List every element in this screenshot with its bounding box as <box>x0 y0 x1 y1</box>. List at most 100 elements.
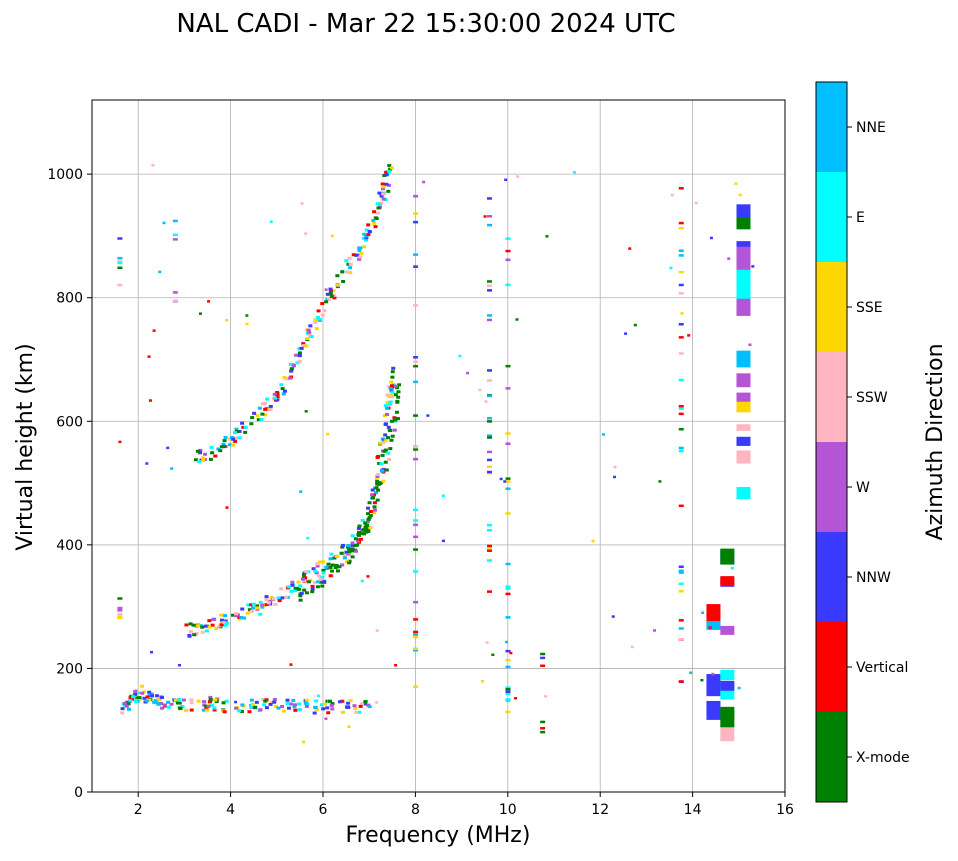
echo-point <box>466 371 470 375</box>
echo-point <box>320 302 325 306</box>
echo-point <box>504 640 508 644</box>
echo-point <box>118 440 122 444</box>
echo-point <box>678 270 684 274</box>
echo-point <box>505 658 511 662</box>
echo-point <box>120 711 125 715</box>
echo-point <box>709 236 713 240</box>
echo-point <box>232 431 237 435</box>
echo-point <box>382 414 387 418</box>
echo-point <box>368 510 373 514</box>
echo-point <box>540 727 546 730</box>
echo-point <box>375 498 380 502</box>
echo-point <box>291 363 296 367</box>
echo-point <box>322 309 327 313</box>
echo-point <box>166 446 170 450</box>
echo-point <box>221 701 226 705</box>
echo-point <box>240 421 245 425</box>
echo-point <box>364 530 369 534</box>
plot-frame <box>91 99 786 793</box>
echo-point <box>321 568 326 572</box>
echo-point <box>678 254 684 257</box>
echo-point <box>198 450 203 454</box>
echo-point <box>207 625 212 629</box>
echo-point <box>378 481 383 485</box>
echo-point <box>245 611 250 615</box>
echo-point <box>340 545 345 549</box>
echo-point <box>159 702 164 706</box>
echo-point <box>223 614 228 618</box>
echo-point <box>487 544 493 548</box>
echo-point <box>249 609 254 613</box>
echo-point <box>313 320 318 324</box>
echo-point <box>221 442 226 446</box>
echo-point <box>133 700 138 704</box>
echo-point <box>260 402 265 406</box>
echo-point <box>258 708 263 712</box>
echo-point <box>273 704 278 708</box>
echo-point <box>487 223 493 227</box>
echo-point <box>149 692 154 696</box>
echo-point <box>301 577 306 581</box>
echo-point <box>540 652 546 656</box>
echo-point <box>315 316 320 320</box>
echo-point <box>505 237 511 240</box>
echo-point <box>505 283 511 287</box>
colorbar: X-mode Vertical NNW W SSW SSE E NNE <box>815 81 910 803</box>
echo-point <box>273 602 278 606</box>
echo-point <box>363 525 368 529</box>
echo-point <box>377 203 382 207</box>
echo-point <box>413 414 419 417</box>
echo-point <box>340 563 345 567</box>
echo-point <box>372 210 377 214</box>
echo-point <box>130 697 135 701</box>
colorbar-tick-label: SSW <box>856 390 888 406</box>
echo-point <box>188 630 193 634</box>
echo-point <box>380 182 385 186</box>
echo-point <box>335 569 340 573</box>
echo-point <box>360 702 365 706</box>
echo-point <box>180 705 185 709</box>
echo-point <box>292 705 297 709</box>
echo-point <box>487 434 493 437</box>
echo-point <box>329 704 334 708</box>
echo-point <box>302 588 307 592</box>
echo-point <box>505 258 511 262</box>
echo-point <box>669 266 673 270</box>
echo-point <box>357 524 362 528</box>
echo-point <box>291 698 296 702</box>
echo-point <box>299 591 304 595</box>
echo-point <box>315 564 320 568</box>
echo-point <box>218 449 223 453</box>
echo-point <box>172 238 178 241</box>
echo-point <box>145 695 150 699</box>
echo-point <box>720 724 735 742</box>
echo-point <box>335 274 340 278</box>
echo-point <box>147 690 152 694</box>
echo-point <box>331 289 336 293</box>
echo-point <box>222 620 227 624</box>
echo-point <box>678 412 684 416</box>
echo-point <box>250 416 255 420</box>
echo-point <box>368 514 373 518</box>
echo-point <box>324 717 328 720</box>
echo-point <box>237 709 242 713</box>
echo-point <box>264 595 269 599</box>
echo-point <box>281 709 286 713</box>
echo-point <box>201 700 206 704</box>
echo-point <box>670 193 674 197</box>
echo-point <box>350 547 355 551</box>
echo-point <box>346 545 351 549</box>
echo-point <box>240 703 245 707</box>
echo-point <box>307 331 312 335</box>
echo-point <box>388 386 393 390</box>
echo-point <box>317 574 322 578</box>
echo-point <box>441 539 445 543</box>
echo-point <box>140 691 145 695</box>
echo-point <box>388 400 393 404</box>
echo-point <box>280 704 285 708</box>
echo-point <box>413 635 419 639</box>
echo-point <box>376 472 381 476</box>
echo-point <box>736 436 751 446</box>
echo-point <box>255 604 260 608</box>
